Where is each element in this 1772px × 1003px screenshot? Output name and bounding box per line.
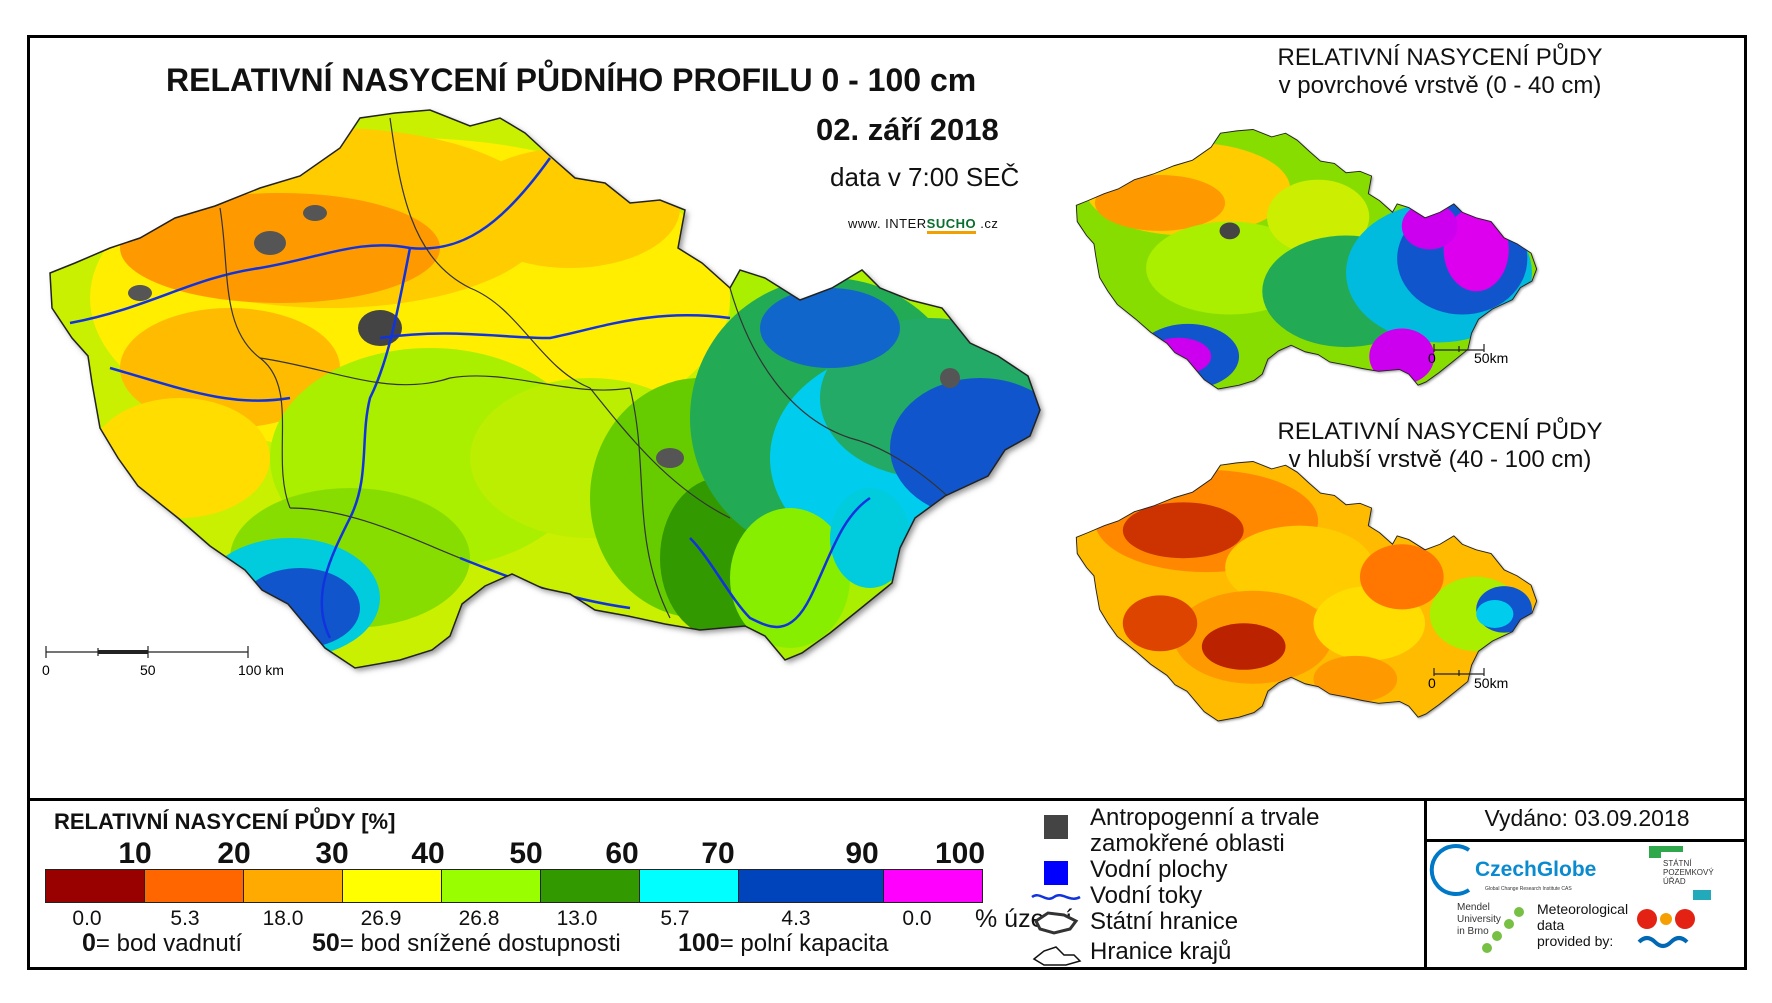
legend-pct-90-100: 0.0 <box>902 907 932 930</box>
website-suffix: .cz <box>976 216 999 231</box>
inset-surface-title: RELATIVNÍ NASYCENÍ PŮDY v povrchové vrst… <box>1250 44 1630 100</box>
logo-panel: CzechGlobe Global Change Research Instit… <box>1424 842 1747 967</box>
svg-text:data: data <box>1537 917 1564 933</box>
legend-area: RELATIVNÍ NASYCENÍ PŮDY [%] 10 20 30 40 … <box>30 801 1747 967</box>
svg-text:in Brno: in Brno <box>1457 926 1489 937</box>
inset-surface-scale-50: 50km <box>1474 350 1508 366</box>
svg-text:Meteorological: Meteorological <box>1537 901 1628 917</box>
anthropogenic-swatch <box>1044 815 1068 839</box>
legend-tick-20: 20 <box>217 837 251 870</box>
main-scale-bar: 0 50 100 km <box>42 646 284 678</box>
legend-pct-40-50: 26.8 <box>458 907 500 930</box>
map-date: 02. září 2018 <box>816 112 999 147</box>
legend-pct-70-90: 4.3 <box>781 907 811 930</box>
map-area: RELATIVNÍ NASYCENÍ PŮDNÍHO PROFILU 0 - 1… <box>30 38 1744 801</box>
legend-tick-50: 50 <box>509 837 543 870</box>
main-scale-0: 0 <box>42 662 50 678</box>
symbol-legend-icons <box>1031 815 1082 966</box>
website-link[interactable]: www. INTERSUCHO .cz <box>848 216 999 234</box>
logos: CzechGlobe Global Change Research Instit… <box>1429 844 1714 953</box>
issued-date: Vydáno: 03.09.2018 <box>1484 805 1690 831</box>
river-line-icon <box>1031 894 1081 900</box>
inset-deep-title-line2: v hlubší vrstvě (40 - 100 cm) <box>1288 446 1592 473</box>
czechglobe-logo: CzechGlobe Global Change Research Instit… <box>1429 844 1596 896</box>
legend-pct-20-30: 18.0 <box>262 907 304 930</box>
inset-deep-map <box>1075 461 1538 722</box>
legend-swatch-50-60 <box>541 870 640 902</box>
svg-text:University: University <box>1457 914 1501 925</box>
inset-surface-scale-bar: 0 50km <box>1428 344 1508 366</box>
legend-pct-50-60: 13.0 <box>556 907 598 930</box>
svg-text:ÚŘAD: ÚŘAD <box>1663 877 1686 886</box>
legend-swatch-10-20 <box>145 870 244 902</box>
website-highlight: SUCHO <box>926 216 977 234</box>
legend-color-scale <box>45 869 983 903</box>
svg-text:provided by:: provided by: <box>1537 933 1613 949</box>
inset-deep-scale-0: 0 <box>1428 675 1436 691</box>
main-map: 0 50 100 km <box>42 109 1538 722</box>
region-border-icon <box>1032 946 1082 966</box>
main-map-raster <box>49 109 1041 669</box>
meteorological-provider-logo: Meteorological data provided by: <box>1537 901 1695 949</box>
symbol-region-border-label: Hranice krajů <box>1090 938 1232 965</box>
legend-tick-10: 10 <box>118 837 152 870</box>
map-time: data v 7:00 SEČ <box>830 162 1020 192</box>
inset-surface-map <box>1075 129 1538 390</box>
svg-text:POZEMKOVÝ: POZEMKOVÝ <box>1663 868 1714 877</box>
map-title: RELATIVNÍ NASYCENÍ PŮDNÍHO PROFILU 0 - 1… <box>166 62 977 98</box>
legend-note-0: 0= bod vadnutí <box>82 929 243 957</box>
mendel-university-logo: Mendel University in Brno <box>1457 902 1524 953</box>
legend-swatch-20-30 <box>244 870 343 902</box>
legend-tick-60: 60 <box>605 837 639 870</box>
legend-tick-70: 70 <box>701 837 735 870</box>
legend-swatch-30-40 <box>343 870 442 902</box>
symbol-state-border-label: Státní hranice <box>1090 908 1239 935</box>
legend-tick-30: 30 <box>315 837 349 870</box>
water-body-swatch <box>1044 861 1068 885</box>
inset-deep-title: RELATIVNÍ NASYCENÍ PŮDY v hlubší vrstvě … <box>1250 418 1630 474</box>
symbol-anthropogenic-label: Antropogenní a trvale zamokřené oblasti <box>1090 804 1320 857</box>
legend-note-50: 50= bod snížené dostupnosti <box>312 929 621 957</box>
website-prefix: www. INTER <box>848 216 927 231</box>
issued-box: Vydáno: 03.09.2018 <box>1424 801 1747 842</box>
inset-surface-title-line2: v povrchové vrstvě (0 - 40 cm) <box>1278 72 1602 99</box>
inset-surface-scale-0: 0 <box>1428 350 1436 366</box>
legend-pct-0-10: 0.0 <box>72 907 102 930</box>
legend-pct-60-70: 5.7 <box>660 907 690 930</box>
legend-swatch-70-90 <box>739 870 884 902</box>
symbol-rivers-label: Vodní toky <box>1090 882 1203 909</box>
svg-text:Global Change Research Institu: Global Change Research Institute CAS <box>1485 886 1572 892</box>
symbol-water-bodies-label: Vodní plochy <box>1090 856 1228 883</box>
main-scale-50: 50 <box>140 662 156 678</box>
legend-tick-90: 90 <box>845 837 879 870</box>
spu-logo: STÁTNÍ POZEMKOVÝ ÚŘAD <box>1649 846 1714 900</box>
legend-tick-40: 40 <box>411 837 445 870</box>
main-scale-100: 100 km <box>238 662 284 678</box>
legend-tick-100: 100 <box>934 837 986 870</box>
svg-text:STÁTNÍ: STÁTNÍ <box>1663 859 1692 868</box>
legend-title: RELATIVNÍ NASYCENÍ PŮDY [%] <box>54 809 396 834</box>
map-frame: RELATIVNÍ NASYCENÍ PŮDNÍHO PROFILU 0 - 1… <box>27 35 1747 970</box>
state-border-icon <box>1034 911 1079 935</box>
legend-swatch-90-100 <box>884 870 982 902</box>
inset-surface-title-line1: RELATIVNÍ NASYCENÍ PŮDY <box>1277 44 1603 71</box>
legend-swatch-0-10 <box>46 870 145 902</box>
legend-swatch-40-50 <box>442 870 541 902</box>
inset-deep-scale-50: 50km <box>1474 675 1508 691</box>
svg-text:Mendel: Mendel <box>1457 902 1490 913</box>
legend-pct-30-40: 26.9 <box>360 907 402 930</box>
legend-swatch-60-70 <box>640 870 739 902</box>
legend-pct-10-20: 5.3 <box>170 907 200 930</box>
legend-note-100: 100= polní kapacita <box>678 929 889 957</box>
svg-text:CzechGlobe: CzechGlobe <box>1475 858 1596 881</box>
inset-deep-title-line1: RELATIVNÍ NASYCENÍ PŮDY <box>1277 418 1603 445</box>
inset-deep-scale-bar: 0 50km <box>1428 668 1508 691</box>
